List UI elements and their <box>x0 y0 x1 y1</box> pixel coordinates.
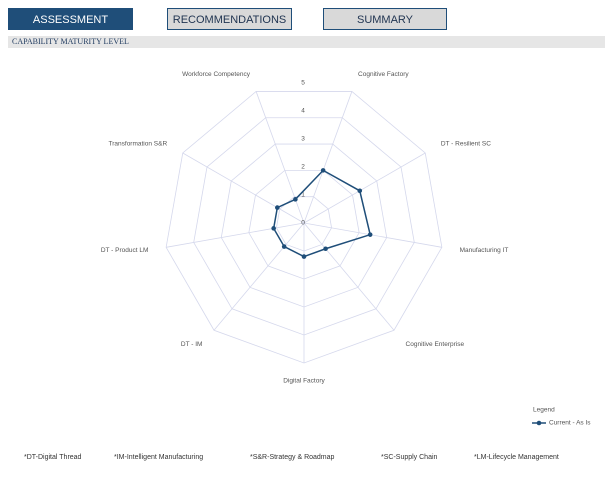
point <box>320 168 326 173</box>
point <box>367 232 373 237</box>
spoke <box>303 91 353 224</box>
r-tick-label: 3 <box>301 136 305 143</box>
grid-ring <box>248 169 360 280</box>
r-tick-label: 1 <box>301 192 305 199</box>
footnote: *LM-Lifecycle Management <box>474 454 559 461</box>
axis-label: DT - Resilient SC <box>441 141 491 148</box>
point <box>323 246 328 252</box>
axis-label: Manufacturing IT <box>460 247 509 254</box>
spoke <box>303 222 442 248</box>
spoke <box>182 152 305 224</box>
point <box>281 244 287 249</box>
grid-ring <box>193 117 415 336</box>
r-tick-label: 2 <box>301 164 305 171</box>
point <box>301 254 307 259</box>
section-title: CAPABILITY MATURITY LEVEL <box>8 36 605 48</box>
spoke <box>166 222 305 248</box>
axis-label: Workforce Competency <box>182 71 251 78</box>
footnote: *SC-Supply Chain <box>381 454 438 461</box>
spoke <box>303 152 426 224</box>
footnote: *DT-Digital Thread <box>24 454 82 461</box>
r-tick-label: 0 <box>301 220 305 227</box>
tab[interactable]: RECOMMENDATIONS <box>167 8 292 30</box>
axis-label: Digital Factory <box>283 378 325 385</box>
spoke <box>213 222 305 331</box>
spoke <box>303 222 395 331</box>
tab[interactable]: SUMMARY <box>323 8 447 30</box>
axis-label: Cognitive Factory <box>358 71 409 78</box>
legend-marker <box>536 420 542 426</box>
legend-label: Current - As Is <box>549 420 591 427</box>
r-tick-label: 5 <box>301 80 305 87</box>
legend-title: Legend <box>533 407 555 414</box>
series-line <box>272 169 372 258</box>
point <box>357 188 363 194</box>
axis-label: Transformation S&R <box>109 141 168 148</box>
grid-ring <box>220 143 388 308</box>
axis-label: DT - IM <box>181 341 203 348</box>
grid-ring <box>165 91 443 364</box>
footnote: *IM-Intelligent Manufacturing <box>114 454 204 461</box>
spoke <box>255 91 305 224</box>
footnote: *S&R-Strategy & Roadmap <box>250 454 335 461</box>
r-tick-label: 4 <box>301 108 305 115</box>
axis-label: DT - Product LM <box>101 247 149 254</box>
axis-label: Cognitive Enterprise <box>406 341 465 348</box>
point <box>271 226 276 231</box>
point <box>293 197 298 202</box>
point <box>275 205 280 210</box>
